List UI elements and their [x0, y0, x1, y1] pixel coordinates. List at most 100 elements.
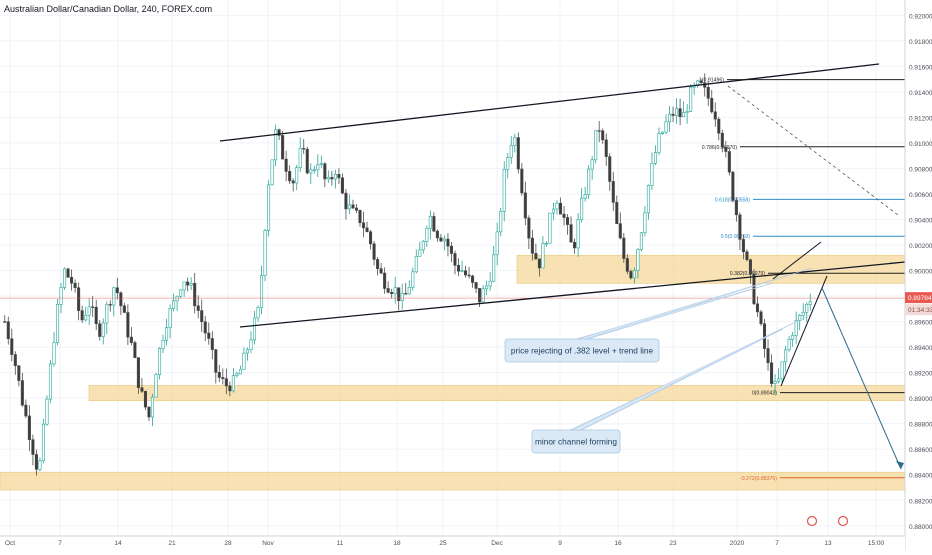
- candle: [548, 212, 552, 244]
- candle: [281, 130, 285, 160]
- candle: [210, 331, 214, 360]
- candle-body: [270, 159, 274, 186]
- candle-body: [432, 216, 436, 232]
- candle-body: [351, 204, 355, 209]
- candle-body: [762, 323, 767, 349]
- candle-body: [583, 194, 587, 199]
- candle: [485, 280, 489, 296]
- candle-body: [330, 177, 334, 180]
- candle: [228, 381, 232, 397]
- candle: [312, 165, 316, 174]
- candle-body: [580, 197, 584, 221]
- time-axis[interactable]: Oct 7 14 21 28 Nov 11 18 25 Dec 9 16 23 2020 7 13 15:00: [5, 540, 885, 547]
- candle: [291, 178, 295, 192]
- candle: [794, 311, 798, 344]
- candle: [541, 235, 545, 269]
- candle-body: [63, 268, 67, 288]
- candle-body: [358, 209, 362, 224]
- candle-body: [502, 168, 506, 212]
- candle-body: [520, 168, 524, 194]
- candle-body: [706, 86, 710, 99]
- candle: [636, 248, 640, 279]
- candle-body: [787, 339, 791, 351]
- candle: [193, 272, 197, 314]
- candle: [161, 334, 165, 354]
- candle: [777, 368, 781, 384]
- candle-body: [632, 270, 636, 279]
- candle-body: [766, 348, 770, 364]
- candle-body: [101, 322, 105, 337]
- candle-body: [112, 287, 116, 306]
- candle-body: [154, 374, 158, 398]
- annotation-minor-channel[interactable]: minor channel forming: [531, 314, 811, 454]
- price-tick-label: 0.88800: [909, 422, 932, 429]
- candle: [442, 235, 446, 251]
- candle: [569, 216, 573, 243]
- candle-body: [741, 239, 745, 253]
- candle: [302, 139, 306, 154]
- candle: [31, 434, 35, 466]
- annotation-price-rejecting[interactable]: price rejecting of .382 level + trend li…: [504, 267, 813, 363]
- price-tick-label: 0.88400: [909, 473, 932, 480]
- candle: [108, 300, 112, 312]
- candle: [421, 239, 425, 254]
- candle: [418, 241, 422, 257]
- candle: [196, 295, 200, 319]
- candle: [101, 318, 105, 345]
- candle: [140, 377, 144, 393]
- candle-body: [710, 98, 714, 113]
- candle: [608, 153, 612, 191]
- annotation-callouts: price rejecting of .382 level + trend li…: [504, 267, 813, 454]
- price-axis[interactable]: 0.92000 0.91800 0.91600 0.91400 0.91200 0.910…: [905, 13, 932, 531]
- candle-body: [615, 202, 619, 224]
- event-flag-icon[interactable]: [806, 515, 818, 527]
- candle: [17, 364, 21, 387]
- event-icons[interactable]: [806, 515, 849, 527]
- candle: [45, 395, 49, 426]
- candle: [562, 206, 566, 226]
- candle: [175, 295, 179, 311]
- candle: [41, 419, 45, 464]
- candle-body: [453, 253, 457, 266]
- candle: [263, 228, 267, 282]
- candle-body: [386, 288, 390, 293]
- candle-body: [186, 281, 190, 286]
- candle: [245, 347, 249, 361]
- candle: [200, 299, 204, 332]
- candle: [34, 449, 38, 476]
- candle: [566, 214, 570, 235]
- candle: [650, 152, 654, 190]
- time-tick-label: 11: [337, 540, 344, 547]
- candle-body: [55, 304, 60, 344]
- candle-body: [471, 275, 475, 283]
- candle: [428, 210, 432, 240]
- candle-body: [467, 274, 471, 277]
- candle-body: [179, 289, 183, 297]
- candle: [122, 302, 126, 313]
- candle: [685, 104, 689, 124]
- candle-body: [492, 254, 496, 282]
- candle: [534, 243, 538, 260]
- event-flag-icon[interactable]: [837, 515, 849, 527]
- candle-body: [587, 168, 591, 195]
- candle: [668, 105, 672, 132]
- time-tick-label: 9: [558, 540, 562, 547]
- candle: [390, 288, 394, 299]
- candle-body: [530, 237, 534, 254]
- candle: [488, 272, 492, 291]
- candle-body: [527, 217, 531, 239]
- candle: [91, 296, 95, 318]
- candle-body: [717, 118, 721, 134]
- upper-channel-trendline: [219, 63, 880, 142]
- candle: [3, 315, 7, 324]
- candle-body: [777, 378, 781, 382]
- candle-body: [689, 86, 693, 112]
- time-tick-label: Oct: [5, 540, 15, 547]
- candle-body: [636, 249, 640, 271]
- candle-body: [731, 171, 735, 201]
- candle: [80, 305, 84, 323]
- candle: [717, 116, 721, 141]
- candle: [435, 229, 439, 242]
